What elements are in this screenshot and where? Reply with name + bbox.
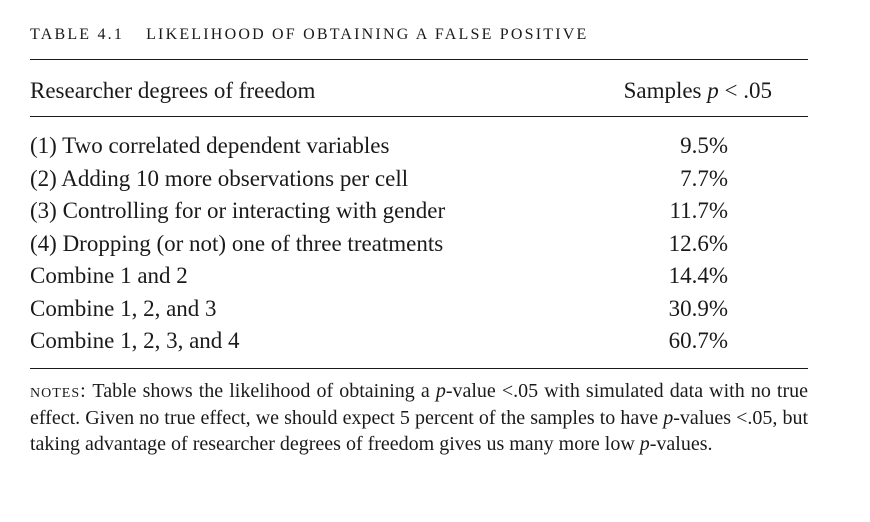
notes-p-1: p [435,380,446,402]
bottom-rule [30,368,808,369]
table-row: (4) Dropping (or not) one of three treat… [30,228,808,261]
row-label: Combine 1, 2, 3, and 4 [30,328,240,353]
row-label: (3) Controlling for or interacting with … [30,198,446,223]
table-row: (1) Two correlated dependent variables 9… [30,130,808,163]
table-caption: LIKELIHOOD OF OBTAINING A FALSE POSITIVE [146,26,589,43]
table-page: TABLE 4.1 LIKELIHOOD OF OBTAINING A FALSE… [30,0,808,522]
notes-text-2: -value <.05 with simulated data with no … [30,380,809,429]
row-label: Combine 1 and 2 [30,263,188,288]
table-number: TABLE 4.1 [30,26,125,43]
top-rule [30,59,808,60]
row-label: (1) Two correlated dependent variables [30,133,390,158]
row-value: 60.7% [668,328,728,353]
table-row: Combine 1, 2, and 3 30.9% [30,293,808,326]
table-row: (3) Controlling for or interacting with … [30,195,808,228]
notes-p-2: p [663,406,674,429]
row-value: 11.7% [669,198,728,223]
column-header-degrees: Researcher degrees of freedom [30,78,316,103]
row-label: (4) Dropping (or not) one of three treat… [30,230,444,256]
notes-label: notes: [30,380,87,402]
header-rule [30,116,808,117]
notes-text-1: Table shows the likelihood of obtaining … [86,380,436,402]
row-value: 30.9% [668,295,728,321]
table-row: Combine 1 and 2 14.4% [30,260,808,293]
table-body: (1) Two correlated dependent variables 9… [30,130,808,358]
notes-text-4: -values. [649,433,713,455]
table-row: Combine 1, 2, 3, and 4 60.7% [30,325,808,358]
table-row: (2) Adding 10 more observations per cell… [30,163,808,196]
column-header-samples-prefix: Samples [623,78,708,103]
notes-p-3: p [639,433,650,455]
column-header-samples-p: p [707,78,719,103]
column-header-samples-suffix: < .05 [718,78,772,103]
row-value: 14.4% [668,263,728,288]
row-value: 12.6% [668,230,728,256]
table-title: TABLE 4.1 LIKELIHOOD OF OBTAINING A FALSE… [30,26,588,44]
notes-text-3: -values <.05, but taking advantage of re… [30,406,808,456]
table-notes: notes: Table shows the likelihood of obt… [30,378,808,458]
column-header-samples: Samples p < .05 [624,78,772,104]
row-label: Combine 1, 2, and 3 [30,295,217,321]
row-value: 7.7% [680,165,728,191]
row-value: 9.5% [680,133,728,158]
row-label: (2) Adding 10 more observations per cell [30,165,409,191]
